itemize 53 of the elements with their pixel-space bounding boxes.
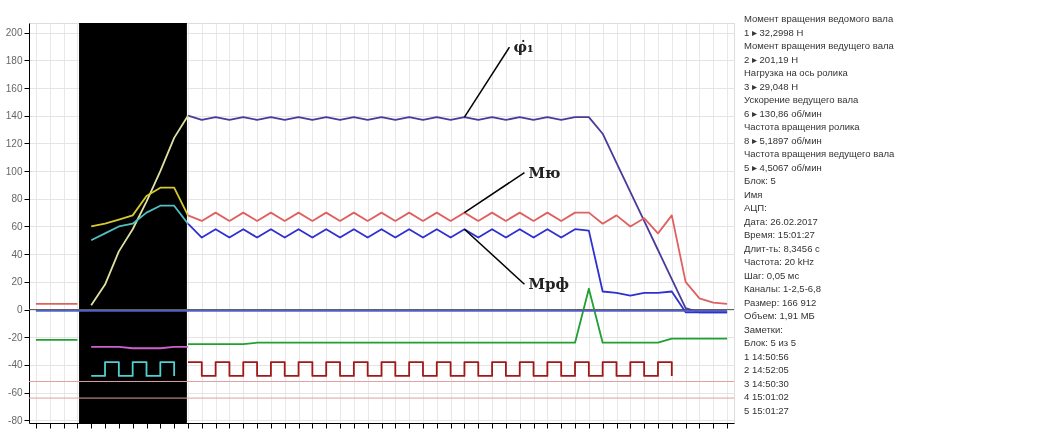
- text: 1 14:50:56: [744, 350, 789, 362]
- text: 8 ▸ 5,1897 об/мин: [744, 134, 822, 146]
- text: 2 14:52:05: [744, 364, 789, 375]
- y-tick-label: -20: [8, 331, 23, 343]
- y-tick-label: -60: [8, 387, 23, 399]
- text: Каналы: 1-2,5-6,8: [744, 283, 822, 294]
- text: Размер: 166 912: [744, 296, 817, 308]
- text: 1 ▸ 32,2998 Н: [744, 26, 804, 38]
- text: Момент вращения ведущего вала: [744, 40, 895, 51]
- text: Частота вращения ведущего вала: [744, 148, 896, 159]
- text: Шаг: 0,05 мс: [744, 269, 800, 281]
- text: Mю: [528, 163, 561, 182]
- text: Блок: 5: [744, 175, 776, 186]
- y-tick-label: 120: [5, 137, 23, 149]
- y-tick-label: 0: [16, 304, 23, 316]
- text: Объем: 1,91 МБ: [744, 310, 815, 321]
- y-tick-label: 140: [5, 110, 23, 122]
- text: Время: 15:01:27: [744, 229, 815, 240]
- y-tick-label: -80: [8, 414, 23, 426]
- text: Блок: 5 из 5: [744, 337, 797, 348]
- y-tick-label: 200: [5, 27, 23, 39]
- text: Заметки:: [744, 323, 783, 335]
- line-series: [90, 114, 189, 307]
- line-series: [90, 186, 189, 228]
- line-series: [90, 204, 189, 242]
- text: 3 14:50:30: [744, 377, 789, 389]
- text: АЦП:: [744, 202, 767, 213]
- y-tick-label: 20: [11, 276, 23, 288]
- text: Нагрузка на ось ролика: [744, 67, 849, 78]
- text: 6 ▸ 130,86 об/мин: [744, 107, 822, 119]
- y-tick-label: 180: [5, 54, 23, 66]
- y-tick-label: 60: [11, 220, 23, 232]
- text: Частота вращения ролика: [744, 121, 861, 132]
- y-tick-label: 100: [5, 165, 23, 177]
- text: 3 ▸ 29,048 Н: [744, 80, 799, 92]
- text: Момент вращения ведомого вала: [744, 13, 894, 24]
- line-series: [187, 211, 728, 305]
- text: Длит-ть: 8,3456 с: [744, 242, 821, 254]
- y-tick-label: 160: [5, 82, 23, 94]
- y-tick-label: 80: [11, 193, 23, 205]
- series-label: Mрф: [528, 275, 570, 294]
- text: Имя: [744, 188, 763, 200]
- text: 2 ▸ 201,19 Н: [744, 53, 799, 65]
- line-series: [187, 222, 728, 314]
- y-tick-label: 40: [11, 248, 23, 260]
- text: Дата: 26.02.2017: [744, 215, 818, 227]
- text: φ̇₁: [513, 38, 534, 57]
- text: Ускорение ведущего вала: [744, 94, 859, 105]
- text: 5 ▸ 4,5067 об/мин: [744, 161, 822, 173]
- text: 5 15:01:27: [744, 404, 789, 416]
- text: 4 15:01:02: [744, 391, 789, 402]
- y-tick-label: -40: [8, 359, 23, 371]
- text: Частота: 20 kHz: [744, 256, 815, 267]
